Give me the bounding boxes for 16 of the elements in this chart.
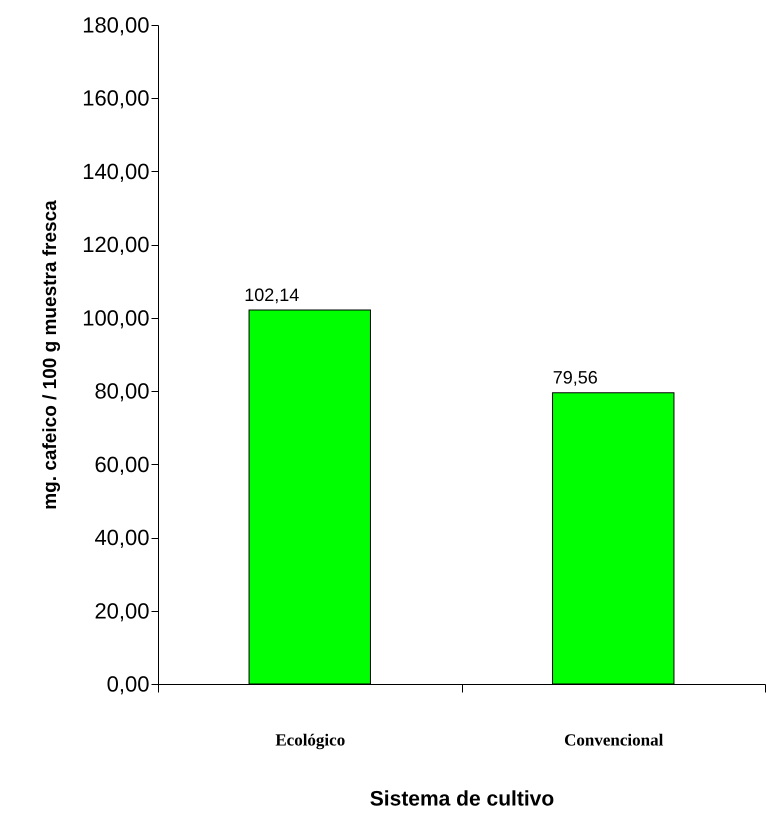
y-tick-label: 40,00 bbox=[94, 525, 150, 550]
y-tick-label: 60,00 bbox=[94, 452, 150, 477]
y-tick-label: 120,00 bbox=[82, 232, 150, 258]
x-tick-label: Convencional bbox=[564, 730, 664, 750]
y-tick-label: 160,00 bbox=[82, 86, 150, 111]
y-tick-label: 20,00 bbox=[94, 598, 150, 624]
y-tick-label: 80,00 bbox=[94, 378, 150, 404]
data-label: 79,56 bbox=[552, 368, 598, 388]
data-label: 102,14 bbox=[244, 285, 300, 306]
y-tick-label: 0,00 bbox=[106, 672, 150, 696]
x-tick-label: Ecológico bbox=[275, 730, 346, 750]
y-axis-title: mg. cafeico / 100 g muestra fresca bbox=[40, 200, 62, 510]
y-tick-label: 140,00 bbox=[82, 158, 150, 184]
y-tick-label: 100,00 bbox=[82, 305, 150, 330]
y-tick-label: 180,00 bbox=[82, 12, 150, 38]
x-axis-title: Sistema de cultivo bbox=[370, 788, 554, 810]
